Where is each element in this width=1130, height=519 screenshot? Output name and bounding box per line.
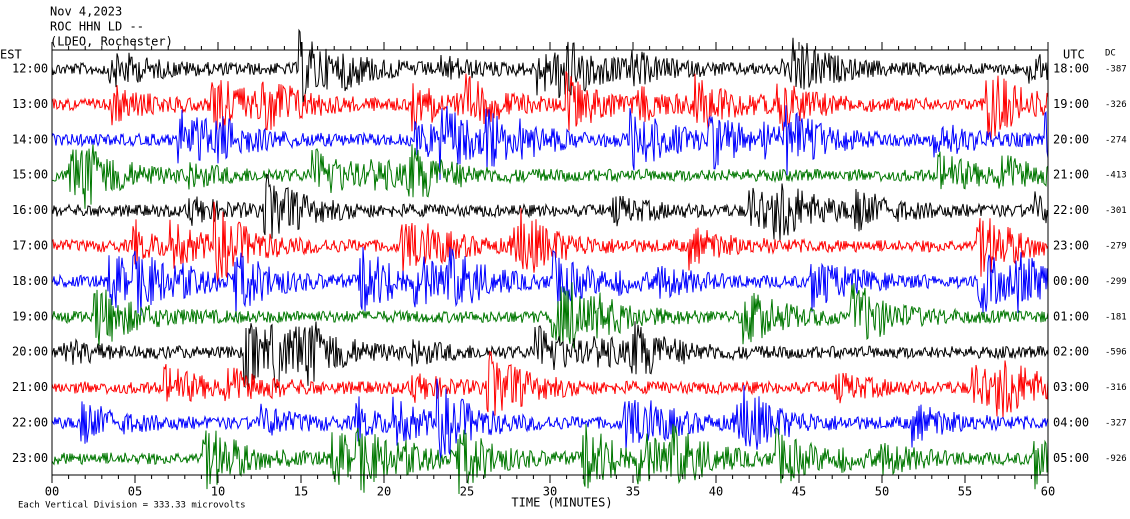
x-tick-label: 55 bbox=[958, 485, 972, 499]
est-tick-label: 22:00 bbox=[12, 416, 48, 430]
utc-tick-label: 00:00 bbox=[1053, 274, 1089, 288]
utc-tick-label: 18:00 bbox=[1053, 62, 1089, 76]
x-axis-label: TIME (MINUTES) bbox=[511, 496, 612, 510]
x-tick-label: 60 bbox=[1041, 485, 1055, 499]
x-tick-label: 50 bbox=[875, 485, 889, 499]
x-tick-label: 25 bbox=[460, 485, 474, 499]
utc-tick-label: 05:00 bbox=[1053, 451, 1089, 465]
est-tick-label: 19:00 bbox=[12, 309, 48, 323]
est-tick-label: 16:00 bbox=[12, 203, 48, 217]
trace bbox=[51, 28, 1049, 104]
header-line: ROC HHN LD -- bbox=[50, 20, 144, 34]
x-tick-label: 35 bbox=[626, 485, 640, 499]
dc-value: -274 bbox=[1105, 135, 1127, 145]
est-tick-label: 21:00 bbox=[12, 380, 48, 394]
left-axis-label: EST bbox=[0, 48, 22, 62]
x-tick-label: 10 bbox=[211, 485, 225, 499]
utc-tick-label: 23:00 bbox=[1053, 239, 1089, 253]
x-tick-label: 00 bbox=[45, 485, 59, 499]
dc-value: -926 bbox=[1105, 454, 1127, 464]
dc-value: -413 bbox=[1105, 171, 1127, 181]
dc-value: -181 bbox=[1105, 312, 1127, 322]
x-tick-label: 40 bbox=[709, 485, 723, 499]
dc-value: -327 bbox=[1105, 419, 1127, 429]
est-tick-label: 14:00 bbox=[12, 132, 48, 146]
trace bbox=[51, 350, 1049, 419]
utc-tick-label: 20:00 bbox=[1053, 132, 1089, 146]
trace bbox=[51, 378, 1049, 462]
est-tick-label: 18:00 bbox=[12, 274, 48, 288]
est-tick-label: 15:00 bbox=[12, 168, 48, 182]
dc-label: DC bbox=[1105, 49, 1116, 59]
dc-value: -596 bbox=[1105, 348, 1127, 358]
est-tick-label: 20:00 bbox=[12, 345, 48, 359]
dc-value: -299 bbox=[1105, 277, 1127, 287]
trace bbox=[51, 71, 1049, 141]
dc-value: -316 bbox=[1105, 383, 1127, 393]
plot-frame bbox=[51, 49, 1049, 476]
utc-tick-label: 03:00 bbox=[1053, 380, 1089, 394]
est-tick-label: 12:00 bbox=[12, 62, 48, 76]
header-line: (LDEO, Rochester) bbox=[50, 35, 173, 49]
trace bbox=[51, 423, 1049, 495]
utc-tick-label: 01:00 bbox=[1053, 309, 1089, 323]
est-tick-label: 13:00 bbox=[12, 97, 48, 111]
trace bbox=[51, 246, 1049, 318]
utc-tick-label: 04:00 bbox=[1053, 416, 1089, 430]
x-tick-label: 15 bbox=[294, 485, 308, 499]
traces bbox=[51, 28, 1049, 495]
trace bbox=[51, 321, 1049, 389]
x-tick-label: 30 bbox=[543, 485, 557, 499]
x-tick-label: 45 bbox=[792, 485, 806, 499]
est-tick-label: 23:00 bbox=[12, 451, 48, 465]
trace bbox=[51, 282, 1049, 349]
utc-tick-label: 19:00 bbox=[1053, 97, 1089, 111]
dc-value: -326 bbox=[1105, 100, 1127, 110]
dc-value: -279 bbox=[1105, 242, 1127, 252]
utc-tick-label: 22:00 bbox=[1053, 203, 1089, 217]
header-line: Nov 4,2023 bbox=[50, 5, 122, 19]
dc-value: -387 bbox=[1105, 65, 1127, 75]
dc-value: -301 bbox=[1105, 206, 1127, 216]
x-tick-label: 20 bbox=[377, 485, 391, 499]
footer-note: Each Vertical Division = 333.33 microvol… bbox=[18, 501, 246, 511]
utc-tick-label: 02:00 bbox=[1053, 345, 1089, 359]
right-axis-label: UTC bbox=[1063, 48, 1085, 62]
trace bbox=[51, 173, 1049, 242]
trace bbox=[51, 105, 1049, 180]
x-tick-label: 05 bbox=[128, 485, 142, 499]
utc-tick-label: 21:00 bbox=[1053, 168, 1089, 182]
est-tick-label: 17:00 bbox=[12, 239, 48, 253]
trace bbox=[51, 144, 1049, 209]
